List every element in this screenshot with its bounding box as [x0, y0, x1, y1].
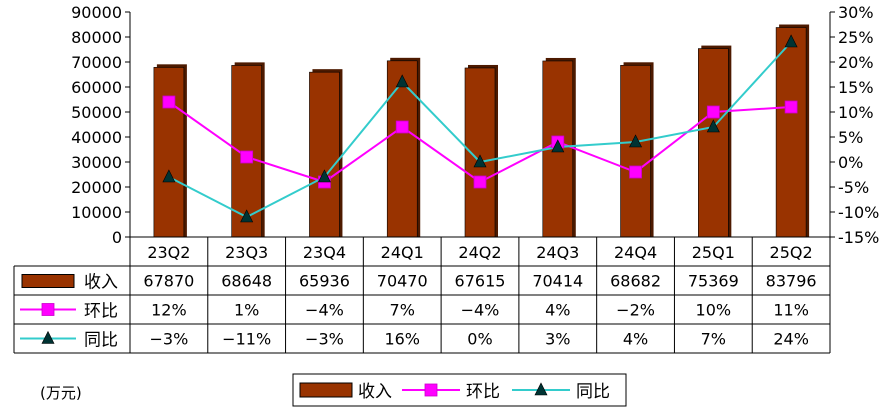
yoy-marker	[706, 119, 720, 133]
legend-label: 收入	[358, 382, 392, 402]
mom-marker	[473, 175, 487, 189]
left-tick-label: 30000	[71, 153, 122, 172]
table-value: 10%	[696, 301, 732, 320]
category-label: 24Q1	[381, 243, 424, 262]
right-tick-label: 20%	[838, 53, 874, 72]
mom-marker	[706, 105, 720, 119]
yoy-marker	[395, 74, 409, 88]
mom-marker	[395, 120, 409, 134]
left-tick-label: 40000	[71, 128, 122, 147]
legend-label: 环比	[466, 382, 500, 402]
category-label: 23Q4	[303, 243, 346, 262]
right-tick-label: 10%	[838, 103, 874, 122]
category-label: 23Q3	[225, 243, 268, 262]
table-value: 11%	[773, 301, 809, 320]
right-tick-label: 15%	[838, 78, 874, 97]
left-tick-label: 60000	[71, 78, 122, 97]
table-value: −4%	[461, 301, 500, 320]
series-name: 环比	[84, 302, 118, 322]
left-tick-label: 10000	[71, 203, 122, 222]
table-value: −11%	[222, 330, 271, 349]
category-label: 25Q2	[770, 243, 813, 262]
left-tick-label: 50000	[71, 103, 122, 122]
table-value: −3%	[305, 330, 344, 349]
left-tick-label: 0	[112, 228, 122, 247]
revenue-bar	[153, 67, 185, 238]
mom-marker	[240, 150, 254, 164]
legend-key-mom-marker	[424, 383, 438, 397]
category-label: 24Q2	[458, 243, 501, 262]
table-value: 70414	[532, 272, 583, 291]
yoy-marker	[473, 154, 487, 168]
table-value: 70470	[377, 272, 428, 291]
table-value: 16%	[384, 330, 420, 349]
table-value: 3%	[545, 330, 570, 349]
table-value: 68648	[221, 272, 272, 291]
mom-marker	[162, 95, 176, 109]
right-tick-label: -10%	[838, 203, 879, 222]
table-value: 12%	[151, 301, 187, 320]
yoy-marker	[784, 34, 798, 48]
revenue-bar	[309, 71, 340, 238]
table-value: 4%	[623, 330, 648, 349]
table-value: 7%	[701, 330, 726, 349]
revenue-bar	[620, 64, 651, 238]
table-value: 0%	[467, 330, 492, 349]
revenue-bar	[775, 27, 807, 238]
yoy-marker	[551, 139, 565, 153]
series-name: 同比	[84, 331, 118, 351]
table-value: 67870	[143, 272, 194, 291]
left-tick-label: 90000	[71, 3, 122, 22]
unit-label: (万元)	[40, 384, 82, 402]
left-tick-label: 20000	[71, 178, 122, 197]
table-key-marker	[41, 330, 55, 344]
table-value: 68682	[610, 272, 661, 291]
table-value: 75369	[688, 272, 739, 291]
left-tick-label: 70000	[71, 53, 122, 72]
right-tick-label: 5%	[838, 128, 863, 147]
table-value: 83796	[766, 272, 817, 291]
mom-marker	[629, 165, 642, 179]
left-tick-label: 80000	[71, 28, 122, 47]
category-label: 24Q4	[614, 243, 657, 262]
table-value: −3%	[149, 330, 188, 349]
table-key-revenue	[21, 274, 75, 288]
right-tick-label: -5%	[838, 178, 869, 197]
table-value: −4%	[305, 301, 344, 320]
right-tick-label: -15%	[838, 228, 879, 247]
table-value: 1%	[234, 301, 259, 320]
table-value: 7%	[390, 301, 415, 320]
table-value: 67615	[455, 272, 506, 291]
series-name: 收入	[84, 273, 118, 293]
table-value: 24%	[773, 330, 809, 349]
category-label: 24Q3	[536, 243, 579, 262]
mom-marker	[784, 100, 798, 114]
legend-key-revenue	[299, 382, 353, 398]
revenue-bar	[386, 60, 418, 238]
revenue-bar	[698, 48, 729, 238]
right-tick-label: 0%	[838, 153, 863, 172]
right-tick-label: 25%	[838, 28, 874, 47]
right-tick-label: 30%	[838, 3, 874, 22]
table-value: 65936	[299, 272, 350, 291]
table-value: −2%	[616, 301, 655, 320]
legend-key-yoy-marker	[534, 382, 548, 396]
yoy-marker	[317, 169, 331, 183]
yoy-marker	[629, 134, 643, 148]
category-label: 23Q2	[147, 243, 190, 262]
category-label: 25Q1	[692, 243, 735, 262]
yoy-marker	[162, 169, 176, 183]
yoy-marker	[240, 209, 254, 223]
table-value: 4%	[545, 301, 570, 320]
legend-label: 同比	[576, 382, 610, 402]
table-key-marker	[41, 303, 55, 316]
